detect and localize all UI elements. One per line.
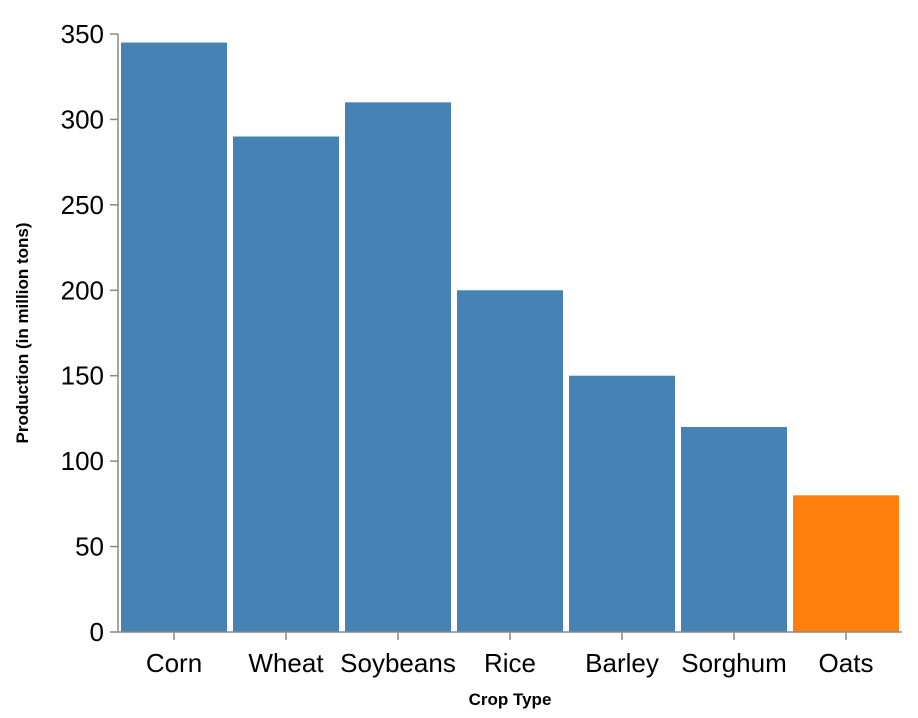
bar-rice (457, 290, 563, 632)
y-axis-title: Production (in million tons) (13, 223, 32, 444)
x-tick-label: Barley (585, 648, 659, 678)
y-tick-label: 100 (61, 446, 104, 476)
x-tick-label: Rice (484, 648, 536, 678)
x-tick-label: Corn (146, 648, 202, 678)
y-tick-label: 0 (90, 617, 104, 647)
y-tick-label: 200 (61, 275, 104, 305)
y-tick-label: 350 (61, 19, 104, 49)
y-tick-label: 50 (75, 532, 104, 562)
bar-barley (569, 375, 675, 632)
x-axis-title: Crop Type (469, 690, 552, 709)
y-tick-label: 300 (61, 104, 104, 134)
x-tick-label: Wheat (248, 648, 324, 678)
bar-sorghum (681, 426, 787, 632)
x-axis-ticks: Corn Wheat Soybeans Rice Barley Sorghum Oats (146, 632, 874, 678)
y-axis-ticks: 0 50 100 150 200 250 300 350 (61, 19, 118, 647)
y-tick-label: 150 (61, 361, 104, 391)
x-tick-label: Oats (819, 648, 874, 678)
x-tick-label: Sorghum (681, 648, 787, 678)
bar-oats (793, 495, 899, 632)
bar-soybeans (345, 102, 451, 633)
x-tick-label: Soybeans (340, 648, 456, 678)
bar-corn (121, 42, 227, 633)
bars-group (121, 42, 899, 633)
bar-wheat (233, 136, 339, 632)
y-tick-label: 250 (61, 190, 104, 220)
